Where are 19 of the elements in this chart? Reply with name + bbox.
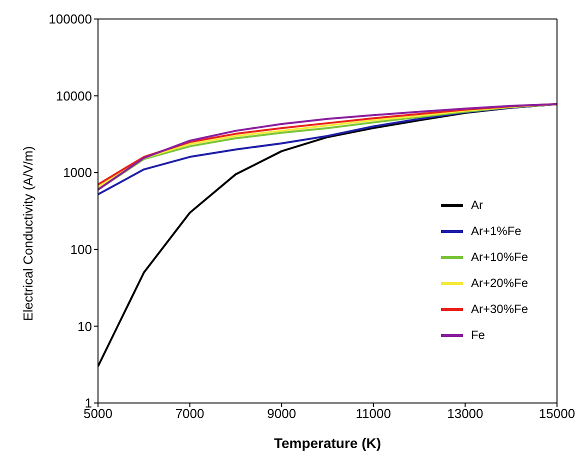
x-tick-label: 13000 [447,406,484,422]
legend-label: Ar+30%Fe [470,302,528,316]
y-tick-label: 100 [70,242,92,258]
x-axis-title: Temperature (K) [274,435,382,451]
y-tick-label: 10 [78,318,92,334]
x-tick-label: 15000 [538,406,576,422]
legend-label: Ar+10%Fe [470,250,528,264]
y-tick-label: 10000 [56,88,92,104]
y-tick-label: 1000 [63,165,92,180]
x-tick-label: 11000 [356,406,391,422]
x-tick-label: 5000 [84,406,112,422]
x-tick-label: 9000 [267,406,296,422]
legend-label: Ar+1%Fe [470,224,522,238]
legend-label: Ar+20%Fe [470,276,528,290]
y-axis-title: Electrical Conductivity (A/V/m) [20,146,36,321]
y-tick-label: 100000 [48,12,92,27]
legend-label: Ar [470,198,483,212]
legend-label: Fe [470,328,485,342]
x-tick-label: 7000 [175,406,204,422]
